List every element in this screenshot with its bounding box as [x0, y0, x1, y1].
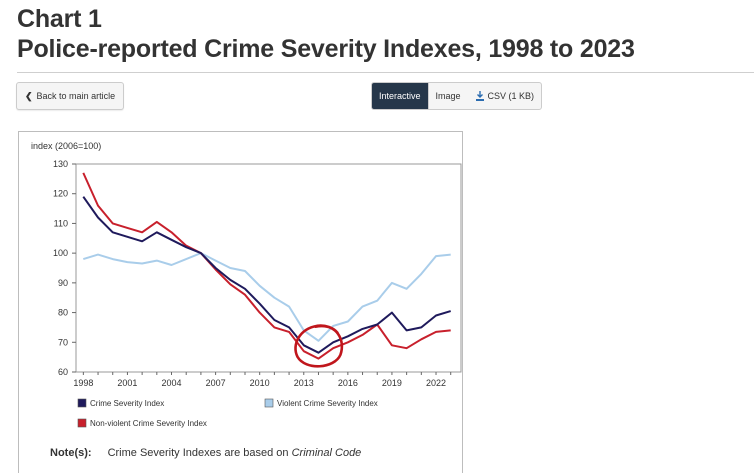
- page-title: Police-reported Crime Severity Indexes, …: [17, 35, 635, 63]
- legend-swatch: [77, 418, 87, 428]
- legend-label: Non-violent Crime Severity Index: [90, 419, 207, 428]
- x-tick-label: 2001: [117, 378, 137, 388]
- title-divider: [17, 72, 754, 73]
- x-tick-label: 2022: [426, 378, 446, 388]
- y-tick-label: 110: [54, 218, 68, 228]
- plot-area: [75, 163, 462, 373]
- chart-note: Note(s): Crime Severity Indexes are based…: [50, 447, 361, 459]
- back-to-main-article-button[interactable]: ❮ Back to main article: [16, 82, 125, 110]
- title-block: Chart 1 Police-reported Crime Severity I…: [17, 4, 635, 64]
- chart-label: Chart 1: [17, 5, 102, 33]
- annotation-circle: [294, 324, 344, 368]
- legend-label: Crime Severity Index: [90, 399, 164, 408]
- note-label: Note(s):: [50, 447, 92, 459]
- y-tick-label: 80: [58, 308, 68, 318]
- y-tick-label: 70: [58, 337, 68, 347]
- view-divider: [427, 83, 429, 109]
- csv-download-link[interactable]: CSV (1 KB): [468, 83, 542, 109]
- y-axis-label: index (2006=100): [31, 141, 102, 151]
- series-line-0: [82, 196, 451, 354]
- series-line-1: [83, 252, 451, 342]
- x-tick-label: 2007: [206, 378, 226, 388]
- note-text: Crime Severity Indexes are based on: [107, 447, 292, 459]
- y-tick-label: 90: [58, 278, 68, 288]
- x-tick-label: 2016: [338, 378, 358, 388]
- y-tick-label: 120: [53, 189, 68, 199]
- view-switcher: Interactive Image CSV (1 KB): [371, 82, 543, 110]
- x-tick-label: 1998: [73, 378, 93, 388]
- x-tick-label: 2019: [382, 378, 402, 388]
- x-tick-label: 2004: [161, 378, 181, 388]
- tab-interactive[interactable]: Interactive: [372, 83, 428, 109]
- chart-container: [18, 131, 463, 473]
- tab-image-label: Image: [435, 91, 461, 101]
- x-tick-label: 2010: [250, 378, 270, 388]
- tab-image[interactable]: Image: [429, 83, 468, 109]
- download-icon: [475, 90, 484, 101]
- legend-label: Violent Crime Severity Index: [277, 399, 378, 408]
- y-tick-label: 100: [53, 248, 68, 258]
- x-tick-label: 2013: [294, 378, 314, 388]
- note-text-italic: Criminal Code: [291, 447, 362, 459]
- legend-swatch: [264, 398, 274, 408]
- tab-interactive-label: Interactive: [379, 91, 421, 101]
- csv-download-label: CSV (1 KB): [487, 91, 535, 101]
- back-button-label: Back to main article: [36, 91, 116, 101]
- y-tick-label: 60: [58, 367, 68, 377]
- series-line-2: [82, 172, 451, 360]
- legend-swatch: [77, 398, 87, 408]
- chevron-left-icon: ❮: [25, 90, 33, 101]
- y-tick-label: 130: [53, 159, 68, 169]
